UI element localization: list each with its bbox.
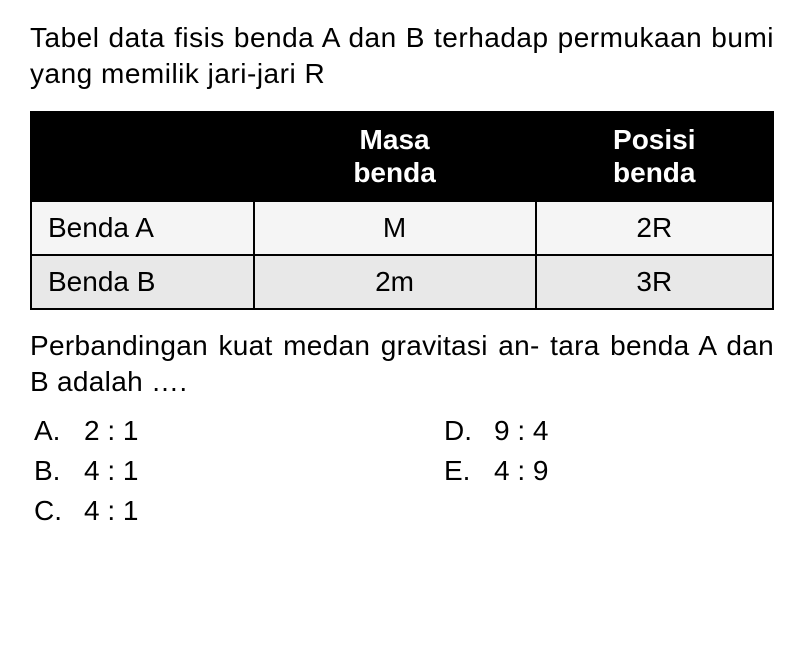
cell-masa-a: M — [254, 201, 536, 255]
option-value-e: 4 : 9 — [494, 455, 548, 487]
table-row: Benda A M 2R — [31, 201, 773, 255]
intro-line-1: Tabel data fisis benda A dan B terhadap — [30, 22, 549, 53]
table-row: Benda B 2m 3R — [31, 255, 773, 309]
question-line-1: Perbandingan kuat medan gravitasi an- — [30, 330, 540, 361]
header-masa-line2: benda — [353, 157, 435, 188]
cell-masa-b: 2m — [254, 255, 536, 309]
table-header-row: Masa benda Posisi benda — [31, 112, 773, 201]
options-grid: A. 2 : 1 D. 9 : 4 B. 4 : 1 E. 4 : 9 C. 4… — [30, 415, 774, 527]
option-e: E. 4 : 9 — [444, 455, 774, 487]
header-posisi-line1: Posisi — [613, 124, 695, 155]
header-empty — [31, 112, 254, 201]
header-masa: Masa benda — [254, 112, 536, 201]
option-letter-d: D. — [444, 415, 494, 447]
question-text: Perbandingan kuat medan gravitasi an- ta… — [30, 328, 774, 401]
cell-posisi-a: 2R — [536, 201, 773, 255]
option-letter-c: C. — [34, 495, 84, 527]
cell-posisi-b: 3R — [536, 255, 773, 309]
cell-label-a: Benda A — [31, 201, 254, 255]
option-letter-e: E. — [444, 455, 494, 487]
option-value-d: 9 : 4 — [494, 415, 548, 447]
option-value-c: 4 : 1 — [84, 495, 138, 527]
header-posisi-line2: benda — [613, 157, 695, 188]
option-letter-b: B. — [34, 455, 84, 487]
option-value-b: 4 : 1 — [84, 455, 138, 487]
option-value-a: 2 : 1 — [84, 415, 138, 447]
option-a: A. 2 : 1 — [34, 415, 364, 447]
header-masa-line1: Masa — [360, 124, 430, 155]
option-c: C. 4 : 1 — [34, 495, 364, 527]
cell-label-b: Benda B — [31, 255, 254, 309]
intro-text: Tabel data fisis benda A dan B terhadap … — [30, 20, 774, 93]
option-b: B. 4 : 1 — [34, 455, 364, 487]
header-posisi: Posisi benda — [536, 112, 773, 201]
option-d: D. 9 : 4 — [444, 415, 774, 447]
option-letter-a: A. — [34, 415, 84, 447]
data-table: Masa benda Posisi benda Benda A M 2R Ben… — [30, 111, 774, 310]
